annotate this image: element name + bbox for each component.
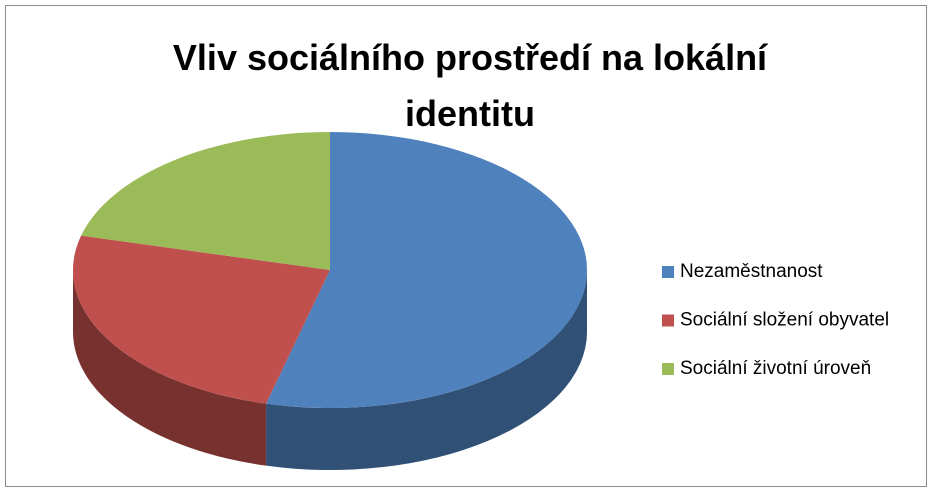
- legend-label: Nezaměstnanost: [680, 261, 823, 282]
- slice-side: [266, 270, 587, 470]
- legend-swatch: [662, 314, 674, 327]
- legend-swatch: [662, 266, 674, 278]
- legend-swatch: [662, 363, 674, 375]
- chart-title: Vliv sociálního prostředí na lokální ide…: [172, 37, 768, 134]
- legend-label: Sociální složení obyvatel: [680, 310, 889, 331]
- legend-label: Sociální životní úroveň: [680, 358, 871, 379]
- chart-frame: [5, 5, 927, 487]
- slice: [73, 235, 330, 404]
- slice-side: [73, 270, 267, 466]
- slice: [81, 132, 330, 270]
- slice: [266, 132, 587, 408]
